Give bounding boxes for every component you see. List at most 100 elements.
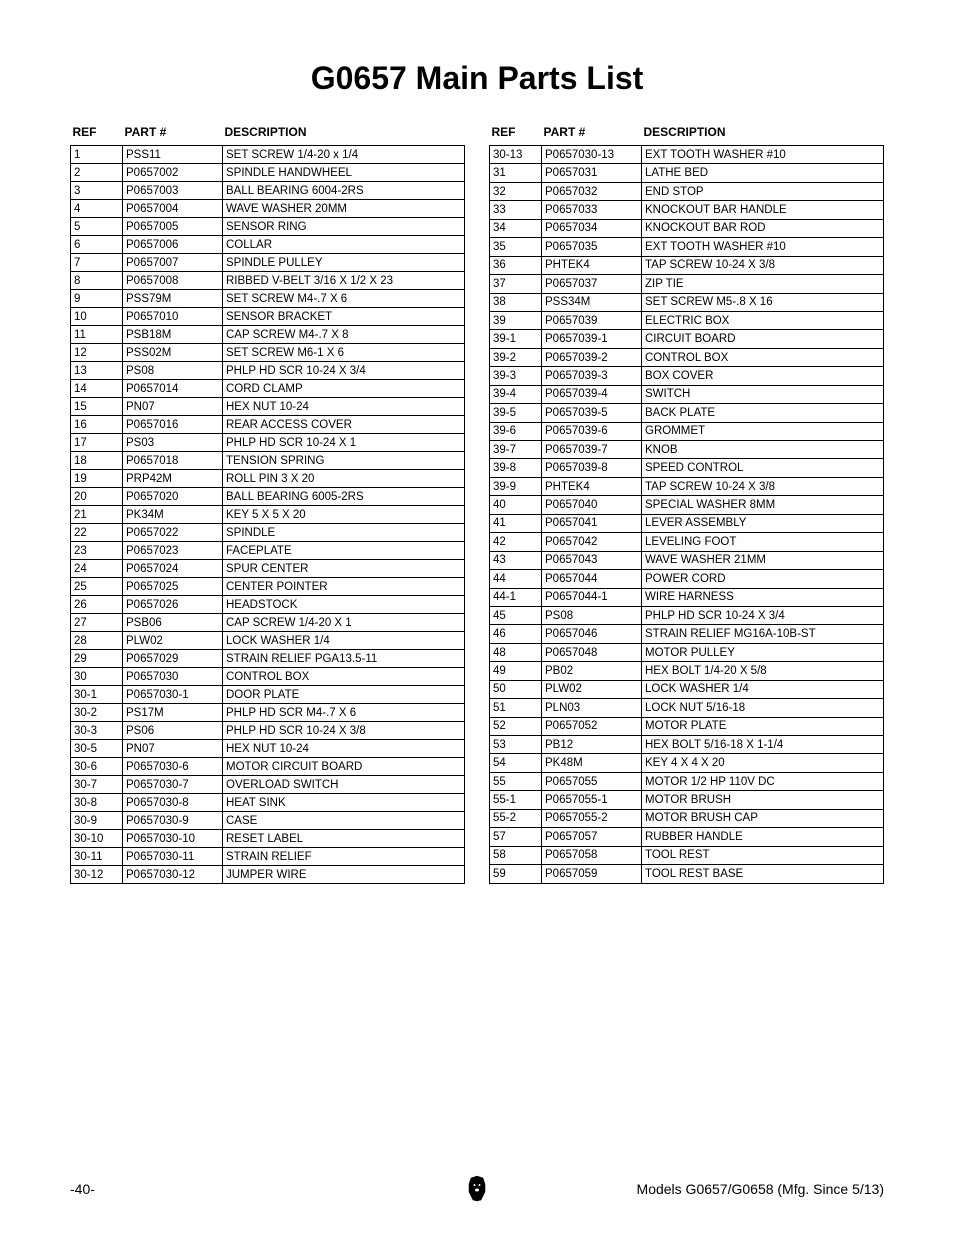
table-row: 30-2PS17MPHLP HD SCR M4-.7 X 6 xyxy=(71,704,465,722)
table-row: 20P0657020BALL BEARING 6005-2RS xyxy=(71,488,465,506)
cell-ref: 39-5 xyxy=(490,404,542,422)
table-row: 30-8P0657030-8HEAT SINK xyxy=(71,794,465,812)
cell-ref: 30-5 xyxy=(71,740,123,758)
cell-description: ELECTRIC BOX xyxy=(642,311,884,329)
table-row: 2P0657002SPINDLE HANDWHEEL xyxy=(71,164,465,182)
cell-part: P0657010 xyxy=(123,308,223,326)
cell-ref: 27 xyxy=(71,614,123,632)
cell-ref: 48 xyxy=(490,643,542,661)
table-row: 40P0657040SPECIAL WASHER 8MM xyxy=(490,496,884,514)
table-row: 30-10P0657030-10RESET LABEL xyxy=(71,830,465,848)
cell-ref: 50 xyxy=(490,680,542,698)
cell-description: MOTOR BRUSH xyxy=(642,791,884,809)
table-row: 17PS03PHLP HD SCR 10-24 X 1 xyxy=(71,434,465,452)
cell-part: P0657016 xyxy=(123,416,223,434)
page-number: -40- xyxy=(70,1181,95,1197)
table-row: 28PLW02LOCK WASHER 1/4 xyxy=(71,632,465,650)
cell-ref: 30-13 xyxy=(490,146,542,164)
cell-ref: 30-2 xyxy=(71,704,123,722)
table-row: 45PS08PHLP HD SCR 10-24 X 3/4 xyxy=(490,606,884,624)
cell-part: P0657055-2 xyxy=(542,809,642,827)
table-row: 36PHTEK4TAP SCREW 10-24 X 3/8 xyxy=(490,256,884,274)
cell-ref: 46 xyxy=(490,625,542,643)
table-row: 30P0657030CONTROL BOX xyxy=(71,668,465,686)
table-row: 39-6P0657039-6GROMMET xyxy=(490,422,884,440)
cell-part: P0657039-2 xyxy=(542,348,642,366)
cell-part: P0657024 xyxy=(123,560,223,578)
cell-description: MOTOR BRUSH CAP xyxy=(642,809,884,827)
cell-description: ZIP TIE xyxy=(642,275,884,293)
table-row: 55-2P0657055-2MOTOR BRUSH CAP xyxy=(490,809,884,827)
cell-ref: 43 xyxy=(490,551,542,569)
table-row: 44-1P0657044-1WIRE HARNESS xyxy=(490,588,884,606)
cell-description: PHLP HD SCR 10-24 X 3/4 xyxy=(223,362,465,380)
right-parts-table: REF PART # DESCRIPTION 30-13P0657030-13E… xyxy=(489,121,884,884)
cell-description: JUMPER WIRE xyxy=(223,866,465,884)
cell-description: LOCK NUT 5/16-18 xyxy=(642,699,884,717)
cell-ref: 54 xyxy=(490,754,542,772)
cell-part: P0657055-1 xyxy=(542,791,642,809)
cell-ref: 55-2 xyxy=(490,809,542,827)
table-row: 19PRP42MROLL PIN 3 X 20 xyxy=(71,470,465,488)
cell-ref: 39-1 xyxy=(490,330,542,348)
cell-description: STRAIN RELIEF xyxy=(223,848,465,866)
cell-part: P0657031 xyxy=(542,164,642,182)
table-row: 29P0657029STRAIN RELIEF PGA13.5-11 xyxy=(71,650,465,668)
cell-description: KNOCKOUT BAR ROD xyxy=(642,219,884,237)
cell-part: PS08 xyxy=(542,606,642,624)
table-row: 39-3P0657039-3BOX COVER xyxy=(490,367,884,385)
cell-ref: 39-2 xyxy=(490,348,542,366)
cell-ref: 24 xyxy=(71,560,123,578)
cell-ref: 44-1 xyxy=(490,588,542,606)
table-row: 50PLW02LOCK WASHER 1/4 xyxy=(490,680,884,698)
table-row: 18P0657018TENSION SPRING xyxy=(71,452,465,470)
cell-description: LOCK WASHER 1/4 xyxy=(642,680,884,698)
cell-description: HEX NUT 10-24 xyxy=(223,740,465,758)
cell-ref: 31 xyxy=(490,164,542,182)
cell-part: PSS34M xyxy=(542,293,642,311)
cell-description: STRAIN RELIEF PGA13.5-11 xyxy=(223,650,465,668)
cell-description: SET SCREW M5-.8 X 16 xyxy=(642,293,884,311)
table-row: 1PSS11SET SCREW 1/4-20 x 1/4 xyxy=(71,146,465,164)
table-row: 25P0657025CENTER POINTER xyxy=(71,578,465,596)
table-row: 13PS08PHLP HD SCR 10-24 X 3/4 xyxy=(71,362,465,380)
cell-part: P0657044 xyxy=(542,570,642,588)
cell-part: P0657025 xyxy=(123,578,223,596)
cell-description: RESET LABEL xyxy=(223,830,465,848)
cell-description: TOOL REST xyxy=(642,846,884,864)
cell-ref: 3 xyxy=(71,182,123,200)
cell-part: P0657034 xyxy=(542,219,642,237)
cell-description: TAP SCREW 10-24 X 3/8 xyxy=(642,256,884,274)
cell-part: P0657002 xyxy=(123,164,223,182)
cell-part: P0657039-7 xyxy=(542,441,642,459)
cell-ref: 38 xyxy=(490,293,542,311)
cell-description: WAVE WASHER 20MM xyxy=(223,200,465,218)
header-description: DESCRIPTION xyxy=(223,121,465,146)
cell-ref: 25 xyxy=(71,578,123,596)
cell-description: SENSOR RING xyxy=(223,218,465,236)
table-row: 39-2P0657039-2CONTROL BOX xyxy=(490,348,884,366)
table-row: 39-9PHTEK4TAP SCREW 10-24 X 3/8 xyxy=(490,477,884,495)
cell-ref: 12 xyxy=(71,344,123,362)
cell-ref: 55-1 xyxy=(490,791,542,809)
table-row: 37P0657037ZIP TIE xyxy=(490,275,884,293)
table-row: 34P0657034KNOCKOUT BAR ROD xyxy=(490,219,884,237)
cell-ref: 21 xyxy=(71,506,123,524)
table-row: 51PLN03LOCK NUT 5/16-18 xyxy=(490,699,884,717)
cell-part: PSB18M xyxy=(123,326,223,344)
table-row: 59P0657059TOOL REST BASE xyxy=(490,865,884,884)
cell-description: SPUR CENTER xyxy=(223,560,465,578)
cell-description: SWITCH xyxy=(642,385,884,403)
cell-ref: 30-1 xyxy=(71,686,123,704)
cell-part: P0657039-8 xyxy=(542,459,642,477)
table-header-row: REF PART # DESCRIPTION xyxy=(490,121,884,146)
cell-ref: 39-8 xyxy=(490,459,542,477)
cell-description: EXT TOOTH WASHER #10 xyxy=(642,146,884,164)
cell-part: PS17M xyxy=(123,704,223,722)
cell-ref: 23 xyxy=(71,542,123,560)
cell-ref: 39-7 xyxy=(490,441,542,459)
cell-description: FACEPLATE xyxy=(223,542,465,560)
cell-part: PB12 xyxy=(542,736,642,754)
table-row: 42P0657042LEVELING FOOT xyxy=(490,533,884,551)
cell-ref: 15 xyxy=(71,398,123,416)
